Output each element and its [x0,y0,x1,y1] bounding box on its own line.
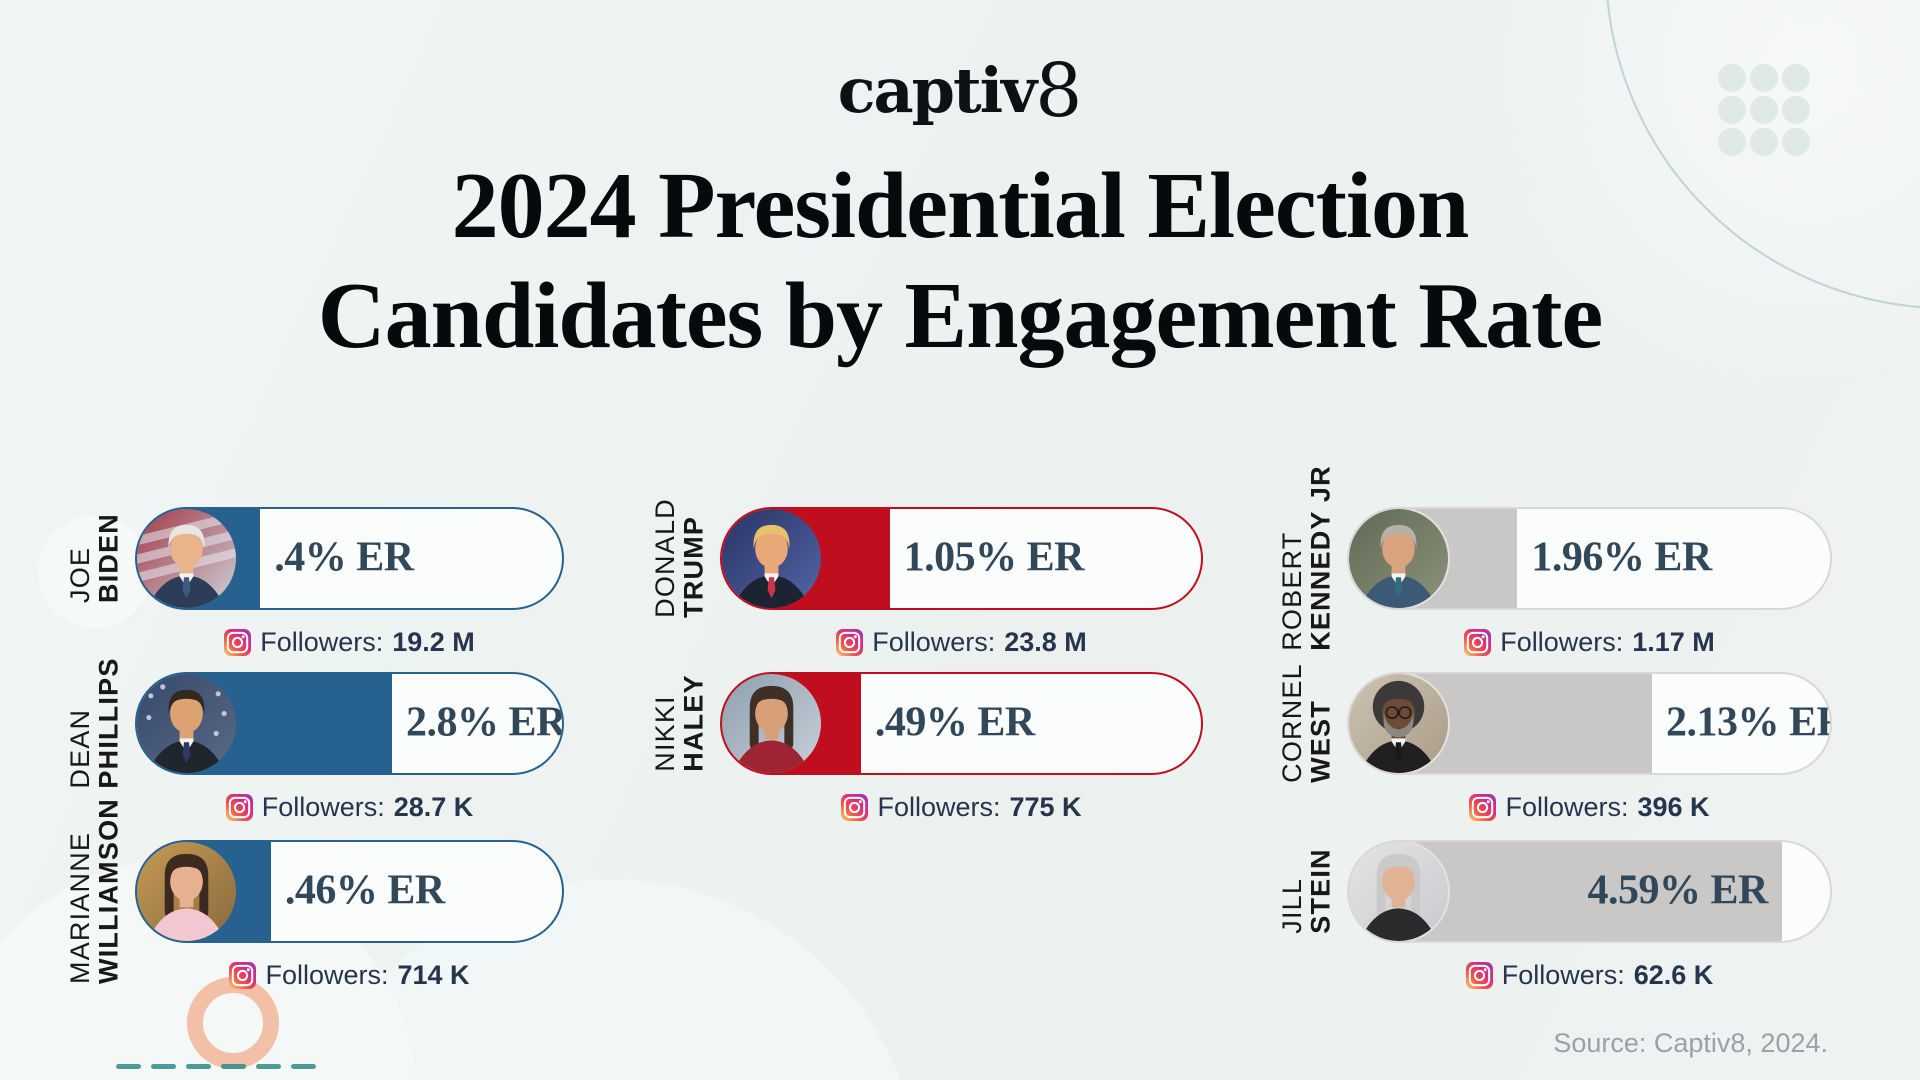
candidate-name: DONALD TRUMP [650,498,709,618]
candidate-first-name: DONALD [650,498,681,618]
candidate-name: DEAN PHILLIPS [65,657,124,789]
candidate-card: MARIANNE WILLIAMSON .46% ER Followers: 7… [65,798,564,1000]
instagram-icon [225,794,253,821]
title-line1: 2024 Presidential Election [451,154,1470,258]
candidate-first-name: DEAN [65,708,96,789]
instagram-icon [836,629,864,656]
candidate-last-name: STEIN [1305,848,1336,934]
instagram-icon [224,629,252,656]
candidate-last-name: TRUMP [678,515,709,618]
followers-label: Followers: [877,792,1001,822]
candidate-card: CORNEL WEST 2.13% ER Followers: 396 K [1277,663,1832,832]
instagram-icon [841,794,869,821]
candidate-name: ROBERT KENNEDY JR [1277,465,1336,651]
followers-value: 714 K [397,960,470,990]
followers-row: Followers: 19.2 M [135,627,564,658]
candidate-photo [137,674,236,773]
candidate-first-name: JILL [1277,877,1308,934]
candidate-photo [722,509,821,608]
candidate-photo [722,674,821,773]
engagement-bar: 1.96% ER [1347,507,1832,610]
engagement-bar: 2.13% ER [1347,672,1832,775]
candidate-name: CORNEL WEST [1277,663,1336,783]
engagement-rate-label: 4.59% ER [1587,867,1769,914]
candidate-name: JILL STEIN [1277,848,1336,934]
candidate-first-name: MARIANNE [65,831,96,984]
engagement-bar: .49% ER [720,672,1203,775]
instagram-icon [1464,629,1492,656]
candidate-name: NIKKI HALEY [650,674,709,772]
followers-label: Followers: [872,627,996,657]
logo-text: captiv [837,54,1037,127]
engagement-rate-label: 2.8% ER [406,699,564,746]
candidate-card: JILL STEIN 4.59% ER Followers: 62.6 K [1277,840,1832,1000]
engagement-rate-label: 1.05% ER [903,534,1085,581]
followers-label: Followers: [1500,627,1624,657]
candidate-card: NIKKI HALEY .49% ER Followers: 775 K [650,672,1203,832]
candidate-last-name: PHILLIPS [93,657,124,789]
candidate-name: MARIANNE WILLIAMSON [65,798,124,984]
followers-label: Followers: [1501,960,1625,990]
followers-value: 1.17 M [1632,627,1715,657]
candidate-name: JOE BIDEN [65,512,124,604]
engagement-bar: .4% ER [135,507,564,610]
candidate-first-name: JOE [65,546,96,604]
candidate-card: DONALD TRUMP 1.05% ER Followers: 23.8 M [650,498,1203,667]
candidate-first-name: NIKKI [650,695,681,772]
followers-row: Followers: 23.8 M [720,627,1203,658]
title-line2: Candidates by Engagement Rate [317,263,1603,368]
engagement-bar: .46% ER [135,840,564,943]
instagram-icon [1465,962,1493,989]
decorative-dashes [116,1064,376,1080]
candidate-last-name: WEST [1305,700,1336,783]
decorative-dots-grid [1718,64,1810,156]
candidate-first-name: ROBERT [1277,531,1308,651]
candidate-photo [137,509,236,608]
candidate-last-name: BIDEN [93,512,124,604]
engagement-rate-label: 1.96% ER [1531,534,1712,581]
candidate-card: ROBERT KENNEDY JR 1.96% ER Followers: 1.… [1277,465,1832,667]
candidate-photo [1349,842,1448,941]
candidate-first-name: CORNEL [1277,663,1308,783]
followers-label: Followers: [1505,792,1629,822]
candidate-card: JOE BIDEN .4% ER Followers: 19.2 M [65,507,564,667]
candidate-photo [1349,674,1448,773]
engagement-bar: 2.8% ER [135,672,564,775]
source-credit: Source: Captiv8, 2024. [1553,1028,1828,1058]
followers-value: 62.6 K [1633,960,1714,990]
followers-row: Followers: 396 K [1347,792,1832,823]
followers-value: 19.2 M [392,627,475,657]
followers-row: Followers: 1.17 M [1347,627,1832,658]
logo-accent: 8 [1035,48,1083,134]
engagement-bar: 1.05% ER [720,507,1203,610]
candidate-photo [137,842,236,941]
engagement-rate-label: .49% ER [874,699,1035,746]
followers-label: Followers: [261,792,385,822]
candidate-last-name: KENNEDY JR [1305,465,1336,651]
page-title: 2024 Presidential Election Candidates by … [0,152,1920,372]
followers-value: 396 K [1637,792,1710,822]
followers-row: Followers: 28.7 K [135,792,564,823]
candidate-photo [1349,509,1448,608]
followers-row: Followers: 775 K [720,792,1203,823]
engagement-rate-label: 2.13% ER [1666,699,1832,746]
candidate-last-name: WILLIAMSON [93,798,124,984]
followers-row: Followers: 62.6 K [1347,960,1832,991]
engagement-bar: 4.59% ER [1347,840,1832,943]
captiv8-logo: captiv8 [0,48,1920,134]
instagram-icon [229,962,257,989]
followers-value: 23.8 M [1004,627,1087,657]
candidate-last-name: HALEY [678,674,709,772]
followers-value: 775 K [1009,792,1082,822]
engagement-rate-label: .4% ER [274,534,414,581]
followers-row: Followers: 714 K [135,960,564,991]
instagram-icon [1469,794,1497,821]
followers-label: Followers: [265,960,389,990]
engagement-rate-label: .46% ER [284,867,445,914]
followers-value: 28.7 K [393,792,474,822]
followers-label: Followers: [260,627,384,657]
candidate-card: DEAN PHILLIPS 2.8% ER Followers: 28.7 K [65,657,564,832]
